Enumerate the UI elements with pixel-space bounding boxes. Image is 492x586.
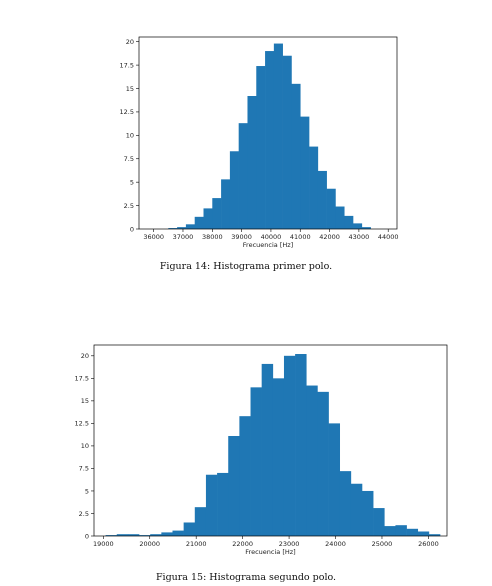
figure-14-caption: Figura 14: Histograma primer polo. xyxy=(159,261,333,272)
hist-primer-polo-bar xyxy=(353,223,363,229)
hist-segundo-polo-bar xyxy=(161,532,173,536)
hist-primer-polo-bar xyxy=(265,51,275,229)
figure-15-caption: Figura 15: Histograma segundo polo. xyxy=(155,572,337,583)
hist-primer-polo-xtick-label: 42000 xyxy=(319,233,340,241)
hist-primer-polo-ytick-label: 17.5 xyxy=(120,61,134,69)
hist-segundo-polo-bar xyxy=(384,526,396,536)
hist-primer-polo-bar xyxy=(229,151,239,229)
hist-primer-polo-xtick-label: 39000 xyxy=(231,233,252,241)
hist-segundo-polo-bar xyxy=(417,531,430,536)
hist-segundo-polo-ytick-label: 17.5 xyxy=(75,375,89,383)
hist-primer-polo-bar xyxy=(317,170,327,229)
hist-segundo-polo-ytick-label: 15 xyxy=(81,397,89,405)
hist-primer-polo-frame xyxy=(138,36,398,230)
hist-primer-polo-bar xyxy=(309,146,319,229)
hist-segundo-polo-bar xyxy=(217,472,229,536)
hist-segundo-polo-xtick-label: 24000 xyxy=(325,540,346,548)
hist-segundo-polo-ytick-label: 12.5 xyxy=(75,420,89,428)
hist-segundo-polo-bar xyxy=(194,507,207,536)
hist-segundo-polo-bar xyxy=(239,416,251,536)
hist-primer-polo-bar xyxy=(212,198,222,229)
hist-primer-polo-bar xyxy=(361,227,371,229)
hist-segundo-polo-bar xyxy=(395,525,407,536)
hist-primer-polo-bar xyxy=(185,224,196,229)
hist-segundo-polo-bar xyxy=(127,534,140,536)
hist-primer-polo-bar xyxy=(168,228,178,229)
hist-segundo-polo-bar xyxy=(172,530,184,536)
hist-segundo-polo-ytick-label: 20 xyxy=(81,352,89,360)
hist-segundo-polo-xtick-label: 25000 xyxy=(372,540,393,548)
hist-primer-polo-ytick-label: 7.5 xyxy=(124,155,134,163)
hist-segundo-polo-bar xyxy=(362,490,374,536)
hist-primer-polo-xtick-label: 44000 xyxy=(378,233,399,241)
hist-primer-polo-bar xyxy=(335,206,345,229)
hist-primer-polo-bar xyxy=(300,116,310,229)
hist-primer-polo-bar xyxy=(247,96,257,229)
hist-segundo-polo-bar xyxy=(272,378,285,536)
hist-primer-polo-ytick-label: 0 xyxy=(130,225,134,233)
hist-primer-polo-xlabel: Frecuencia [Hz] xyxy=(243,241,293,249)
hist-segundo-polo-bar xyxy=(105,535,118,536)
hist-segundo-polo-bar xyxy=(373,508,385,536)
hist-segundo-polo-bar xyxy=(306,385,318,536)
hist-segundo-polo-bar xyxy=(250,387,262,536)
hist-segundo-polo-ytick-label: 7.5 xyxy=(79,465,89,473)
hist-segundo-polo-xtick-label: 22000 xyxy=(232,540,253,548)
hist-segundo-polo-bar xyxy=(406,528,419,536)
hist-segundo-polo-bar xyxy=(116,534,129,536)
hist-primer-polo-bar xyxy=(203,208,213,229)
hist-primer-polo-ytick-label: 15 xyxy=(126,85,134,93)
hist-segundo-polo-ytick-label: 0 xyxy=(85,532,89,540)
hist-segundo-polo-xtick-label: 23000 xyxy=(279,540,300,548)
hist-segundo-polo-bar xyxy=(428,534,441,536)
hist-primer-polo-bar xyxy=(221,179,231,229)
hist-segundo-polo-bar xyxy=(183,522,196,536)
hist-primer-polo-bar xyxy=(326,188,336,229)
hist-segundo-polo-bar xyxy=(317,391,329,536)
hist-segundo-polo-bar xyxy=(261,363,274,536)
hist-primer-polo-bar xyxy=(177,227,187,229)
hist-primer-polo-bar xyxy=(194,216,204,229)
hist-segundo-polo-ytick-label: 10 xyxy=(81,442,89,450)
hist-primer-polo-ytick-label: 10 xyxy=(126,132,134,140)
hist-primer-polo-xtick-label: 36000 xyxy=(143,233,164,241)
hist-segundo-polo-xtick-label: 20000 xyxy=(139,540,160,548)
hist-segundo-polo-bar xyxy=(139,535,151,536)
hist-segundo-polo-xtick-label: 21000 xyxy=(186,540,207,548)
hist-primer-polo-bar xyxy=(344,215,354,229)
hist-primer-polo-bar xyxy=(256,66,266,229)
hist-segundo-polo-bar xyxy=(339,471,352,536)
hist-segundo-polo-xtick-label: 19000 xyxy=(93,540,114,548)
hist-segundo-polo-bar xyxy=(228,435,240,536)
hist-segundo-polo-bar xyxy=(328,423,341,536)
hist-primer-polo-ytick-label: 2.5 xyxy=(124,202,134,210)
hist-segundo-polo-bar xyxy=(350,483,363,536)
hist-primer-polo-ytick-label: 12.5 xyxy=(120,108,134,116)
hist-segundo-polo-bar xyxy=(295,354,307,536)
hist-segundo-polo-xtick-label: 26000 xyxy=(418,540,439,548)
hist-segundo-polo-bar xyxy=(205,474,218,536)
hist-segundo-polo-xlabel: Frecuencia [Hz] xyxy=(245,548,295,556)
hist-primer-polo-bar xyxy=(282,55,292,230)
hist-primer-polo-xtick-label: 43000 xyxy=(349,233,370,241)
hist-primer-polo-xtick-label: 40000 xyxy=(261,233,282,241)
hist-primer-polo-ytick-label: 5 xyxy=(130,178,134,186)
hist-primer-polo-xtick-label: 37000 xyxy=(173,233,194,241)
hist-segundo-polo-bar xyxy=(150,534,162,536)
hist-primer-polo-bar xyxy=(273,43,283,230)
hist-primer-polo-bar xyxy=(291,83,301,229)
hist-segundo-polo-bar xyxy=(283,355,296,536)
hist-primer-polo-bar xyxy=(238,123,248,229)
hist-segundo-polo-frame xyxy=(93,344,448,537)
hist-segundo-polo-ytick-label: 5 xyxy=(85,487,89,495)
hist-primer-polo-xtick-label: 41000 xyxy=(290,233,311,241)
hist-segundo-polo-ytick-label: 2.5 xyxy=(79,510,89,518)
hist-primer-polo-xtick-label: 38000 xyxy=(202,233,223,241)
hist-primer-polo-ytick-label: 20 xyxy=(126,38,134,46)
